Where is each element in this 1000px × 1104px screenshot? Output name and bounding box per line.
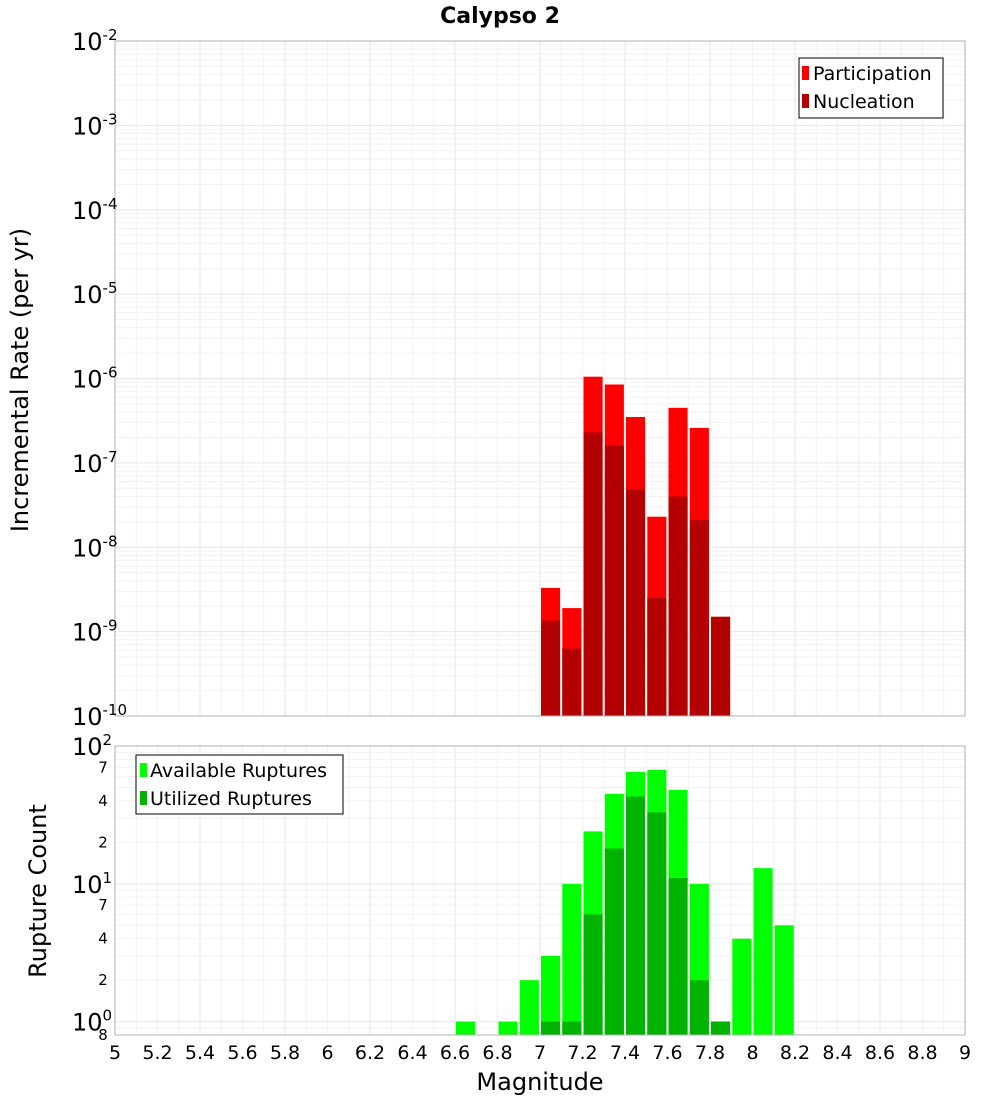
y-tick-label: 10-5 (72, 279, 118, 309)
top-legend-box (798, 57, 944, 119)
bottom-y-axis-label: Rupture Count (24, 804, 52, 978)
legend-label-available-ruptures: Available Ruptures (150, 760, 327, 782)
legend-swatch-nucleation (802, 94, 809, 108)
bottom-y-tick-labels: 102 101 100 7 4 2 7 4 2 8 (72, 731, 112, 1044)
x-tick-label: 8.8 (907, 1042, 937, 1064)
count-bar-series-0 (519, 980, 539, 1035)
x-axis-label: Magnitude (476, 1068, 603, 1096)
x-tick-labels: 5 5.2 5.4 5.6 5.8 6 6.2 6.4 6.6 6.8 7 7.2 7.4 7.6 7.8 8… (109, 1042, 971, 1064)
top-plot-frame (114, 40, 966, 717)
x-tick-label: 9 (959, 1042, 971, 1064)
count-bar-series-1 (647, 812, 667, 1035)
top-y-tick-labels: 10-2 10-3 10-4 10-5 10-6 10-7 10-8 10-9 10-10 (72, 26, 127, 731)
y-minor-tick-label: 4 (98, 792, 108, 810)
chart-title: Calypso 2 (440, 4, 560, 29)
x-tick-label: 6.2 (355, 1042, 385, 1064)
count-bar-series-0 (774, 925, 794, 1035)
count-bar-series-0 (732, 938, 752, 1035)
y-minor-tick-label: 8 (98, 1026, 108, 1044)
rate-bar-series-1 (562, 648, 582, 716)
count-bar-series-0 (541, 955, 561, 1035)
x-tick-label: 5.8 (270, 1042, 300, 1064)
count-bar-series-1 (711, 1021, 731, 1035)
legend-label-participation: Participation (813, 63, 932, 85)
rate-bar-series-1 (668, 496, 688, 716)
count-bar-series-1 (689, 980, 709, 1035)
y-tick-label: 102 (72, 731, 112, 761)
y-tick-label: 10-10 (72, 701, 127, 731)
y-minor-tick-label: 4 (98, 930, 108, 948)
bottom-plot-frame (114, 745, 966, 1036)
y-tick-label: 10-6 (72, 364, 118, 394)
x-tick-label: 8.4 (822, 1042, 852, 1064)
bottom-plot-bars (456, 770, 794, 1035)
y-tick-label: 101 (72, 869, 112, 899)
rate-bar-series-1 (583, 432, 603, 716)
y-minor-tick-label: 2 (98, 971, 108, 989)
x-tick-label: 7.4 (610, 1042, 640, 1064)
count-bar-series-1 (604, 848, 624, 1035)
y-minor-tick-label: 7 (98, 896, 108, 914)
x-tick-label: 5.4 (185, 1042, 215, 1064)
x-tick-label: 5.6 (227, 1042, 257, 1064)
x-tick-label: 5.2 (142, 1042, 172, 1064)
legend-swatch-available-ruptures (140, 763, 147, 777)
count-bar-series-1 (668, 878, 688, 1035)
y-minor-tick-label: 2 (98, 833, 108, 851)
count-bar-series-1 (583, 914, 603, 1035)
y-tick-label: 10-9 (72, 617, 118, 647)
count-bar-series-1 (626, 796, 646, 1035)
rate-bar-series-1 (647, 598, 667, 716)
rate-bar-series-1 (541, 620, 561, 716)
bottom-legend-box (135, 754, 344, 815)
y-tick-label: 10-3 (72, 110, 118, 140)
x-tick-label: 7.6 (652, 1042, 682, 1064)
top-y-axis-label: Incremental Rate (per yr) (6, 228, 34, 532)
y-tick-label: 10-2 (72, 26, 118, 56)
legend-swatch-utilized-ruptures (140, 791, 147, 805)
x-tick-label: 7.8 (695, 1042, 725, 1064)
x-tick-label: 7 (534, 1042, 546, 1064)
x-tick-label: 6.6 (440, 1042, 470, 1064)
y-tick-label: 10-8 (72, 532, 118, 562)
top-plot-grid (114, 41, 966, 717)
rate-bar-series-1 (604, 445, 624, 716)
top-legend: Participation Nucleation (798, 57, 944, 119)
x-tick-label: 6.4 (397, 1042, 427, 1064)
legend-label-utilized-ruptures: Utilized Ruptures (150, 788, 312, 810)
count-bar-series-1 (541, 1021, 561, 1035)
x-tick-label: 8 (746, 1042, 758, 1064)
x-tick-label: 7.2 (567, 1042, 597, 1064)
x-tick-label: 6 (321, 1042, 333, 1064)
rate-bar-series-1 (626, 489, 646, 716)
x-tick-label: 5 (109, 1042, 121, 1064)
x-tick-label: 8.2 (780, 1042, 810, 1064)
legend-swatch-participation (802, 66, 809, 80)
count-bar-series-1 (562, 1021, 582, 1035)
count-bar-series-0 (498, 1021, 518, 1035)
rate-bar-series-1 (711, 616, 731, 716)
count-bar-series-0 (753, 868, 773, 1035)
y-tick-label: 10-7 (72, 448, 118, 478)
y-tick-label: 10-4 (72, 195, 118, 225)
count-bar-series-0 (562, 883, 582, 1035)
y-minor-tick-label: 7 (98, 758, 108, 776)
x-tick-label: 6.8 (482, 1042, 512, 1064)
top-plot-bars (541, 376, 731, 716)
rate-bar-series-1 (689, 520, 709, 716)
x-tick-label: 8.6 (865, 1042, 895, 1064)
bottom-legend: Available Ruptures Utilized Ruptures (135, 754, 344, 815)
legend-label-nucleation: Nucleation (813, 91, 915, 113)
count-bar-series-0 (456, 1021, 476, 1035)
y-tick-label: 100 (72, 1007, 112, 1037)
